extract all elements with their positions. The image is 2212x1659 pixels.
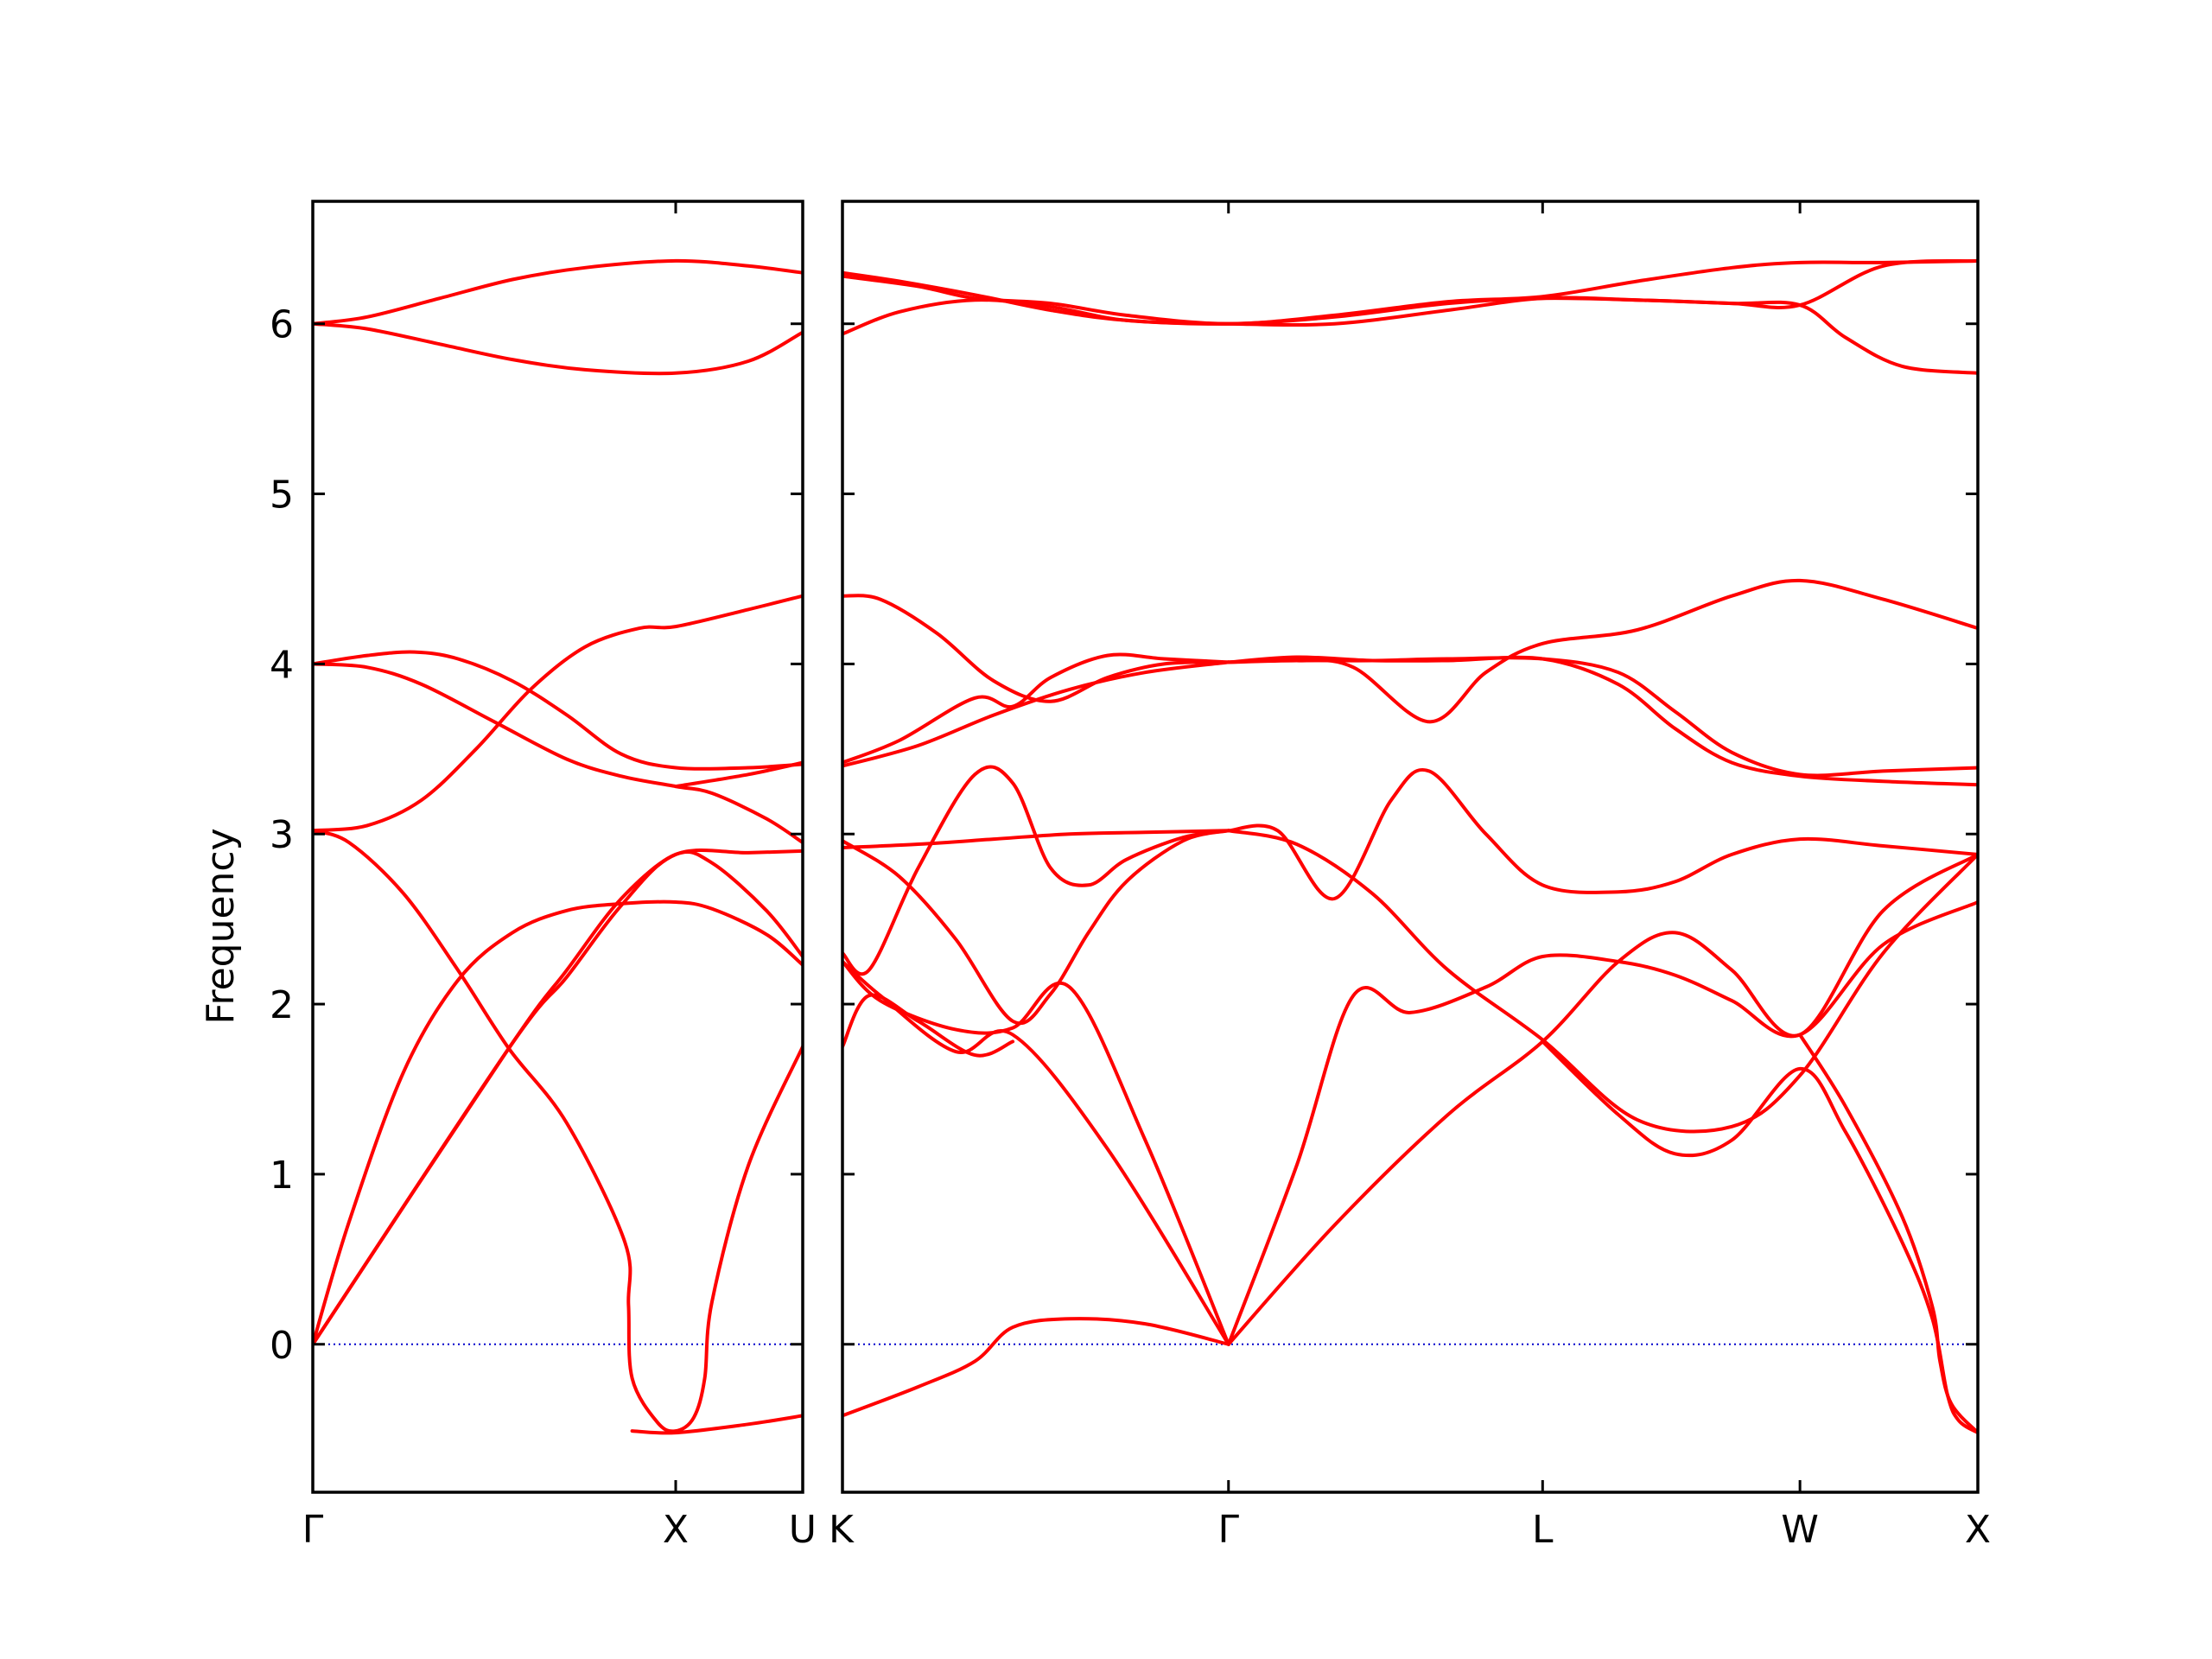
band-line-right-15	[842, 959, 1230, 1346]
band-line-right-14	[1226, 829, 1978, 1134]
band-line-right-20	[1798, 1033, 1978, 1435]
band-line-left-7	[313, 850, 803, 1346]
band-line-left-10	[630, 1414, 803, 1435]
band-line-left-4	[313, 662, 803, 845]
band-line-left-6	[313, 829, 803, 1433]
band-line-right-22	[842, 993, 1015, 1058]
band-line-right-7	[1226, 578, 1978, 724]
x-tick-label: K	[829, 1508, 855, 1552]
band-line-right-17	[1226, 900, 1978, 1346]
band-line-right-9	[1226, 656, 1978, 778]
band-line-left-9	[313, 848, 803, 1346]
y-tick-label: 1	[270, 1154, 294, 1198]
band-line-left-11	[674, 760, 803, 789]
band-line-right-5	[842, 652, 1230, 765]
band-line-right-4	[842, 594, 1230, 703]
band-line-right-6	[842, 660, 1230, 768]
band-line-right-16	[842, 959, 1230, 1346]
x-tick-label: Γ	[302, 1508, 324, 1552]
y-axis-label: Frequency	[199, 828, 243, 1024]
band-line-right-13	[1226, 768, 1978, 901]
y-tick-label: 0	[270, 1324, 294, 1368]
y-tick-label: 2	[270, 983, 294, 1027]
band-group	[313, 258, 803, 1435]
band-line-right-3	[842, 296, 1978, 375]
x-tick-label: X	[1965, 1508, 1991, 1552]
band-line-right-18	[1226, 852, 1978, 1346]
y-tick-label: 3	[270, 813, 294, 857]
plot-frame-right	[841, 200, 1980, 1494]
x-tick-label: X	[663, 1508, 689, 1552]
band-line-left-5	[313, 594, 803, 833]
band-line-right-21	[842, 1317, 1230, 1418]
x-tick-label: L	[1532, 1508, 1554, 1552]
band-group	[842, 258, 1978, 1435]
band-line-right-12	[842, 829, 1230, 1026]
band-line-right-10	[842, 829, 1230, 849]
y-tick-label: 6	[270, 303, 294, 347]
band-line-left-8	[313, 899, 803, 1346]
band-line-right-11	[842, 765, 1230, 976]
band-line-left-2	[313, 258, 803, 326]
plot-frame-left	[311, 200, 804, 1494]
x-tick-label: W	[1781, 1508, 1819, 1552]
y-tick-label: 5	[270, 474, 294, 518]
y-tick-labels: 0 1 2 3 4 5 6	[270, 303, 294, 1368]
band-line-left-3	[313, 650, 803, 771]
y-tick-label: 4	[270, 643, 294, 687]
x-tick-label: Γ	[1218, 1508, 1240, 1552]
band-line-right-8	[1226, 655, 1978, 787]
x-tick-label: U	[789, 1508, 817, 1552]
band-line-left-1	[313, 321, 803, 376]
